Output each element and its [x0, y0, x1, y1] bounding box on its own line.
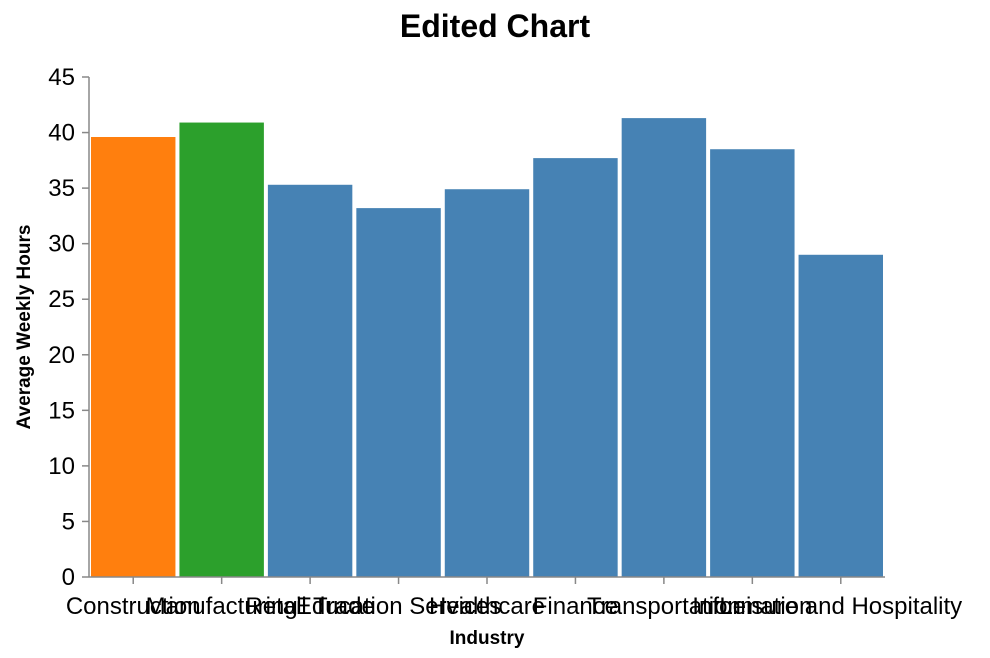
bar-construction[interactable]: [91, 137, 176, 577]
y-tick-label: 0: [62, 564, 75, 591]
y-tick-label: 25: [48, 286, 75, 313]
x-axis-title: Industry: [450, 628, 525, 649]
bar-leisure-and-hospitality[interactable]: [798, 254, 883, 577]
x-tick-label: Transportation: [587, 593, 741, 620]
x-tick-label: Leisure and Hospitality: [719, 593, 962, 620]
chart-title: Edited Chart: [400, 8, 591, 44]
bar-information[interactable]: [710, 149, 795, 577]
bar-manufacturing[interactable]: [179, 122, 264, 578]
bar-retail-trade[interactable]: [267, 184, 353, 577]
x-tick-label: Healthcare: [429, 593, 545, 620]
x-tick-label: Construction: [66, 593, 201, 620]
y-axis: 0 5 10 15 20 25 30 35 40 45: [48, 64, 90, 591]
y-tick-label: 5: [62, 508, 75, 535]
y-axis-title: Average Weekly Hours: [14, 225, 35, 430]
bar-transportation[interactable]: [621, 118, 707, 577]
bar-education-services[interactable]: [356, 208, 441, 577]
y-tick-label: 45: [48, 64, 75, 91]
x-tick-label: Retail Trade: [245, 593, 374, 620]
y-tick-label: 30: [48, 231, 75, 258]
y-tick-label: 20: [48, 342, 75, 369]
y-tick-label: 40: [48, 120, 75, 147]
x-tick-label: Manufacturing: [146, 593, 298, 620]
x-tick-label: Finance: [533, 593, 618, 620]
x-tick-label: Education Services: [296, 593, 501, 620]
bar-finance[interactable]: [533, 158, 618, 577]
x-tick-label: Information: [692, 593, 812, 620]
bars: [91, 118, 883, 578]
y-tick-label: 10: [48, 453, 75, 480]
y-tick-label: 35: [48, 175, 75, 202]
y-tick-label: 15: [48, 397, 75, 424]
bar-healthcare[interactable]: [444, 189, 530, 577]
